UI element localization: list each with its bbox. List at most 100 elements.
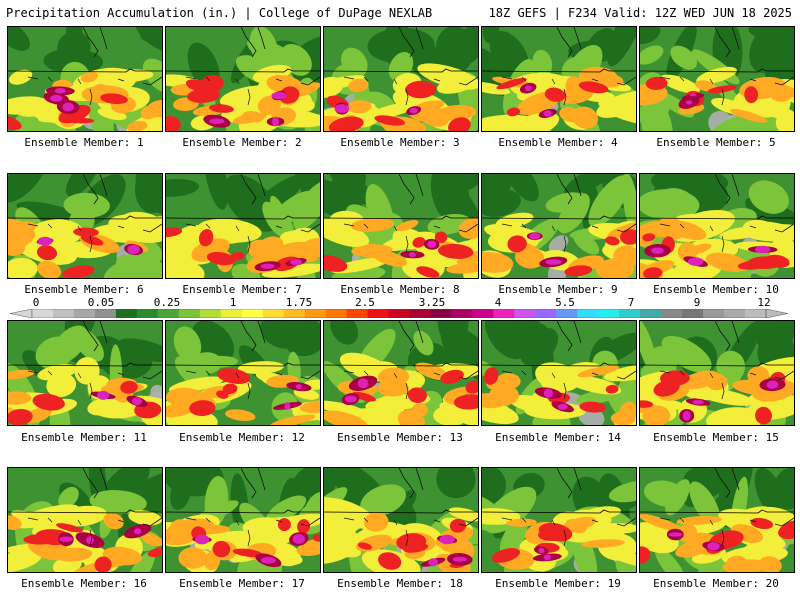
precip-field xyxy=(640,468,794,572)
state-border xyxy=(166,509,320,514)
state-border xyxy=(324,215,478,220)
coastline xyxy=(240,174,320,233)
colorbar-tick-label: 4 xyxy=(494,296,502,309)
ensemble-member-map xyxy=(165,173,321,279)
state-border xyxy=(324,509,478,514)
precip-field xyxy=(8,27,162,131)
colorbar-tick-label: 5.5 xyxy=(555,296,575,309)
state-border xyxy=(8,215,162,220)
coastline xyxy=(82,468,162,527)
colorbar-right-arrow xyxy=(765,309,788,318)
colorbar-swatch xyxy=(745,309,767,318)
precip-field xyxy=(324,321,478,425)
precip-field xyxy=(8,321,162,425)
lake-outline xyxy=(659,223,757,253)
state-border xyxy=(8,68,162,73)
colorbar-tick-label: 2.5 xyxy=(355,296,375,309)
coastline xyxy=(556,468,636,527)
ensemble-member-map xyxy=(7,173,163,279)
precip-field xyxy=(166,27,320,131)
colorbar-tick-label: 3.25 xyxy=(418,296,446,309)
coastline xyxy=(240,321,320,380)
ensemble-member-label: Ensemble Member: 14 xyxy=(495,431,621,444)
ensemble-member-map xyxy=(481,320,637,426)
ensemble-member-map xyxy=(7,467,163,573)
ensemble-member-map xyxy=(7,320,163,426)
state-border xyxy=(166,362,320,367)
coastline xyxy=(714,174,794,233)
precip-field xyxy=(482,321,636,425)
coastline xyxy=(398,27,478,86)
colorbar-swatch xyxy=(682,309,704,318)
ensemble-member-map xyxy=(165,467,321,573)
coastline xyxy=(398,468,478,527)
state-border xyxy=(166,215,320,220)
map-title: Precipitation Accumulation (in.) | Colle… xyxy=(6,6,433,20)
ensemble-member-label: Ensemble Member: 8 xyxy=(340,283,460,296)
precip-field xyxy=(640,174,794,278)
state-border xyxy=(640,68,794,73)
colorbar-swatch xyxy=(136,309,159,318)
colorbar-tick-label: 0 xyxy=(32,296,40,309)
coastline xyxy=(398,174,478,233)
colorbar-swatch xyxy=(514,309,536,318)
state-border xyxy=(166,68,320,73)
coastline xyxy=(556,174,636,233)
state-border xyxy=(482,509,636,514)
model-run-info: 18Z GEFS | F234 Valid: 12Z WED JUN 18 20… xyxy=(488,6,792,20)
ensemble-member-map xyxy=(481,173,637,279)
state-border xyxy=(640,362,794,367)
colorbar-swatch xyxy=(472,309,494,318)
colorbar-swatch xyxy=(325,309,347,318)
lake-outline xyxy=(185,223,283,253)
lake-outline xyxy=(343,223,441,253)
coastline xyxy=(714,468,794,527)
colorbar-tick-label: 1 xyxy=(229,296,237,309)
precipitation-colorbar xyxy=(10,309,788,318)
colorbar-swatch xyxy=(388,309,410,318)
ensemble-member-map xyxy=(323,320,479,426)
colorbar-swatch xyxy=(451,309,473,318)
colorbar-swatch xyxy=(199,309,222,318)
state-border xyxy=(482,68,636,73)
precip-field xyxy=(482,27,636,131)
colorbar-swatch xyxy=(430,309,452,318)
state-border xyxy=(8,362,162,367)
colorbar-swatch xyxy=(220,309,243,318)
ensemble-member-label: Ensemble Member: 17 xyxy=(179,577,305,590)
ensemble-member-label: Ensemble Member: 11 xyxy=(21,431,147,444)
colorbar-swatch xyxy=(619,309,641,318)
colorbar-swatch xyxy=(409,309,431,318)
state-border xyxy=(482,362,636,367)
state-border xyxy=(324,68,478,73)
ensemble-member-map xyxy=(639,26,795,132)
ensemble-member-label: Ensemble Member: 12 xyxy=(179,431,305,444)
lake-outline xyxy=(185,517,283,547)
coastline xyxy=(240,468,320,527)
precip-field xyxy=(640,27,794,131)
colorbar-swatch xyxy=(367,309,389,318)
ensemble-member-label: Ensemble Member: 7 xyxy=(182,283,302,296)
ensemble-member-label: Ensemble Member: 4 xyxy=(498,136,618,149)
coastline xyxy=(82,174,162,233)
colorbar-swatch xyxy=(157,309,180,318)
precip-field xyxy=(166,174,320,278)
colorbar-swatch xyxy=(724,309,746,318)
ensemble-member-label: Ensemble Member: 9 xyxy=(498,283,618,296)
ensemble-member-map xyxy=(7,26,163,132)
coastline xyxy=(82,27,162,86)
ensemble-member-map xyxy=(165,320,321,426)
ensemble-member-map xyxy=(323,173,479,279)
colorbar-swatch xyxy=(94,309,117,318)
lake-outline xyxy=(501,517,599,547)
ensemble-member-map xyxy=(481,26,637,132)
ensemble-member-map xyxy=(639,173,795,279)
precip-field xyxy=(166,321,320,425)
colorbar-swatch xyxy=(493,309,515,318)
state-border xyxy=(482,215,636,220)
precip-field xyxy=(324,468,478,572)
lake-outline xyxy=(343,517,441,547)
colorbar-swatch xyxy=(115,309,138,318)
lake-outline xyxy=(27,517,125,547)
lake-outline xyxy=(501,370,599,400)
